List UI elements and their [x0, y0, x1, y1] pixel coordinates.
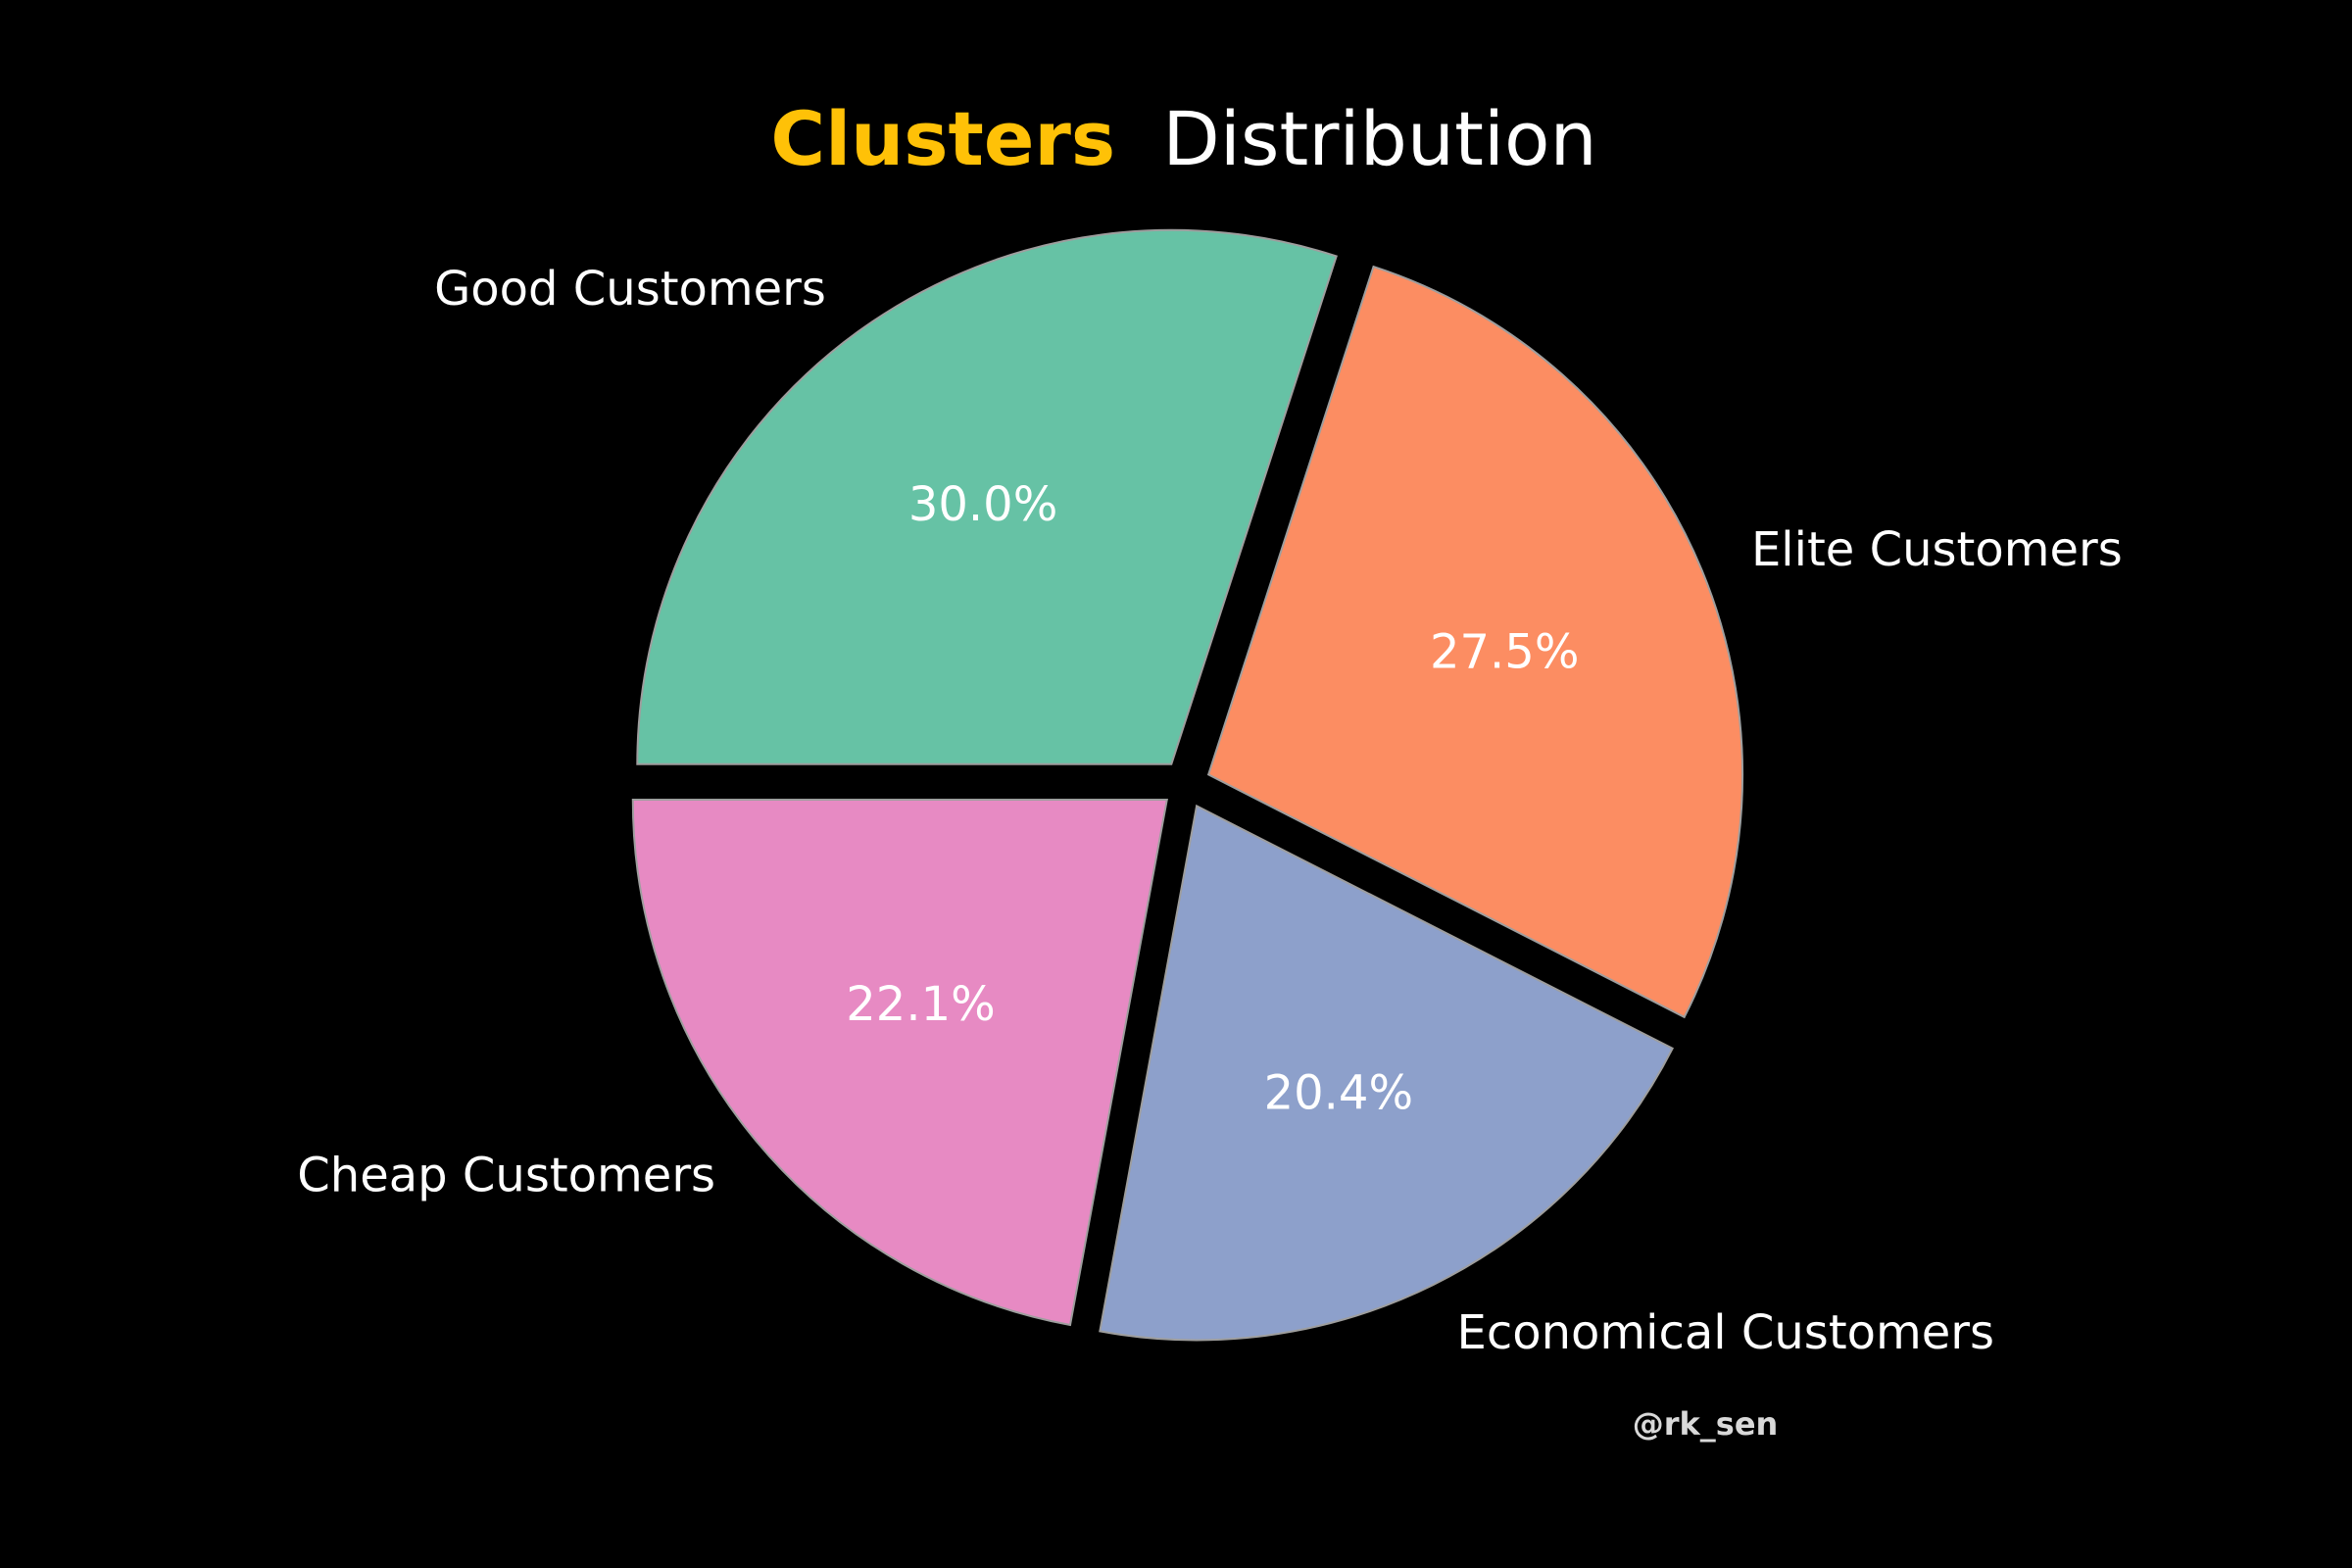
title-accent: Clusters — [770, 95, 1115, 182]
pie-category-label: Elite Customers — [1751, 522, 2123, 577]
pie-labels: 30.0% Good Customers 27.5% Elite Customers 2… — [297, 262, 2122, 1360]
pie-category-label: Economical Customers — [1457, 1305, 1995, 1360]
pie-slice-good-customers — [636, 228, 1338, 765]
pie-category-label: Cheap Customers — [297, 1149, 715, 1203]
pie-slice-cheap-customers — [631, 798, 1168, 1327]
pie-value-label: 30.0% — [908, 477, 1057, 532]
title-rest: Distribution — [1162, 95, 1596, 182]
pie-value-label: 27.5% — [1430, 624, 1579, 679]
pie-value-label: 22.1% — [846, 977, 995, 1032]
pie-value-label: 20.4% — [1264, 1066, 1413, 1121]
pie-category-label: Good Customers — [434, 262, 826, 317]
pie-slices — [631, 228, 1744, 1342]
pie-slice-economical-customers — [1099, 804, 1675, 1342]
pie-slice-elite-customers — [1206, 265, 1744, 1019]
watermark: @rk_sen — [1633, 1405, 1779, 1443]
chart-title: Clusters Distribution — [770, 95, 1596, 182]
